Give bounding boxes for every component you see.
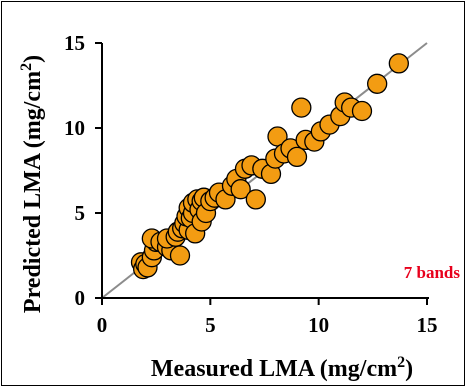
x-tick-label: 15: [417, 313, 438, 337]
data-point: [169, 245, 191, 266]
y-axis-title: Predicted LMA (mg/cm2): [18, 55, 46, 313]
x-tick-label: 5: [205, 313, 216, 337]
data-point: [367, 73, 388, 94]
x-axis-title: Measured LMA (mg/cm2): [151, 354, 413, 382]
data-points: [130, 53, 409, 280]
data-point: [351, 100, 373, 122]
x-tick-label: 0: [97, 313, 108, 337]
y-tick-label: 0: [75, 286, 86, 310]
y-tick-label: 10: [64, 116, 85, 140]
y-tick-label: 15: [64, 31, 85, 55]
data-point: [388, 53, 409, 74]
data-point: [245, 189, 266, 210]
bands-annotation: 7 bands: [404, 263, 461, 282]
y-tick-label: 5: [75, 201, 86, 225]
axis-ticks: 0 5 10 15 0 5 10 15: [64, 31, 438, 337]
data-point: [291, 97, 312, 118]
data-point: [286, 146, 308, 168]
data-point: [230, 179, 251, 200]
x-tick-label: 10: [308, 313, 329, 337]
